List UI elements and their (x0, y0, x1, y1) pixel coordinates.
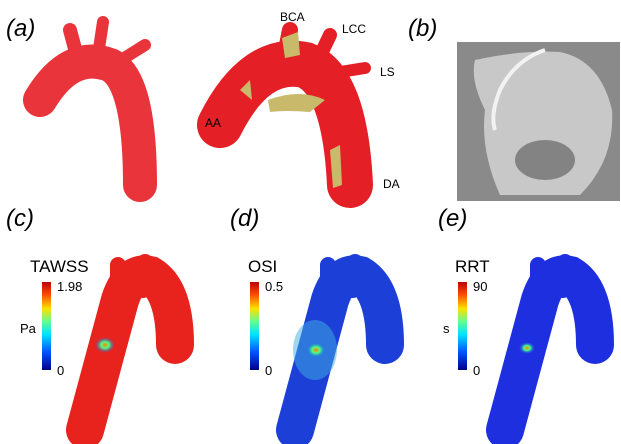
hotspot (519, 342, 535, 354)
panel-c: (c) TAWSS 1.98 0 Pa (6, 205, 175, 430)
panel-label: (b) (408, 15, 437, 42)
annotation: BCA (280, 10, 305, 24)
colorbar-max: 0.5 (265, 279, 283, 294)
panel-label: (c) (6, 205, 34, 232)
colorbar-max: 1.98 (57, 279, 82, 294)
hotspot (95, 337, 115, 353)
panel-a: (a) BCA LCC LS AA DA (6, 10, 400, 191)
colorbar-title: TAWSS (30, 257, 89, 276)
annotation: AA (205, 116, 221, 130)
annotation: DA (383, 177, 400, 191)
aorta-model (40, 22, 145, 185)
colorbar-title: OSI (248, 257, 277, 276)
colorbar-unit: s (443, 321, 450, 336)
vessel-map (505, 262, 595, 430)
colorbar-unit: Pa (20, 321, 37, 336)
panel-b: (b) (408, 15, 620, 201)
colorbar (458, 282, 467, 370)
hotspot (306, 342, 326, 358)
panel-label: (d) (230, 205, 259, 232)
panel-d: (d) OSI 0.5 0 (230, 205, 385, 430)
colorbar (42, 282, 51, 370)
panel-e: (e) RRT 90 0 s (438, 205, 595, 430)
colorbar-max: 90 (473, 279, 487, 294)
annotation: LCC (342, 22, 366, 36)
annotation: LS (380, 65, 395, 79)
lesion (515, 140, 575, 180)
colorbar-title: RRT (455, 257, 490, 276)
figure: (a) BCA LCC LS AA DA (b) (c) TAWSS 1.98 … (0, 0, 621, 444)
colorbar-min: 0 (265, 363, 272, 378)
colorbar-min: 0 (473, 363, 480, 378)
panel-label: (e) (438, 205, 467, 232)
colorbar-min: 0 (57, 363, 64, 378)
colorbar (250, 282, 259, 370)
panel-label: (a) (6, 15, 35, 42)
